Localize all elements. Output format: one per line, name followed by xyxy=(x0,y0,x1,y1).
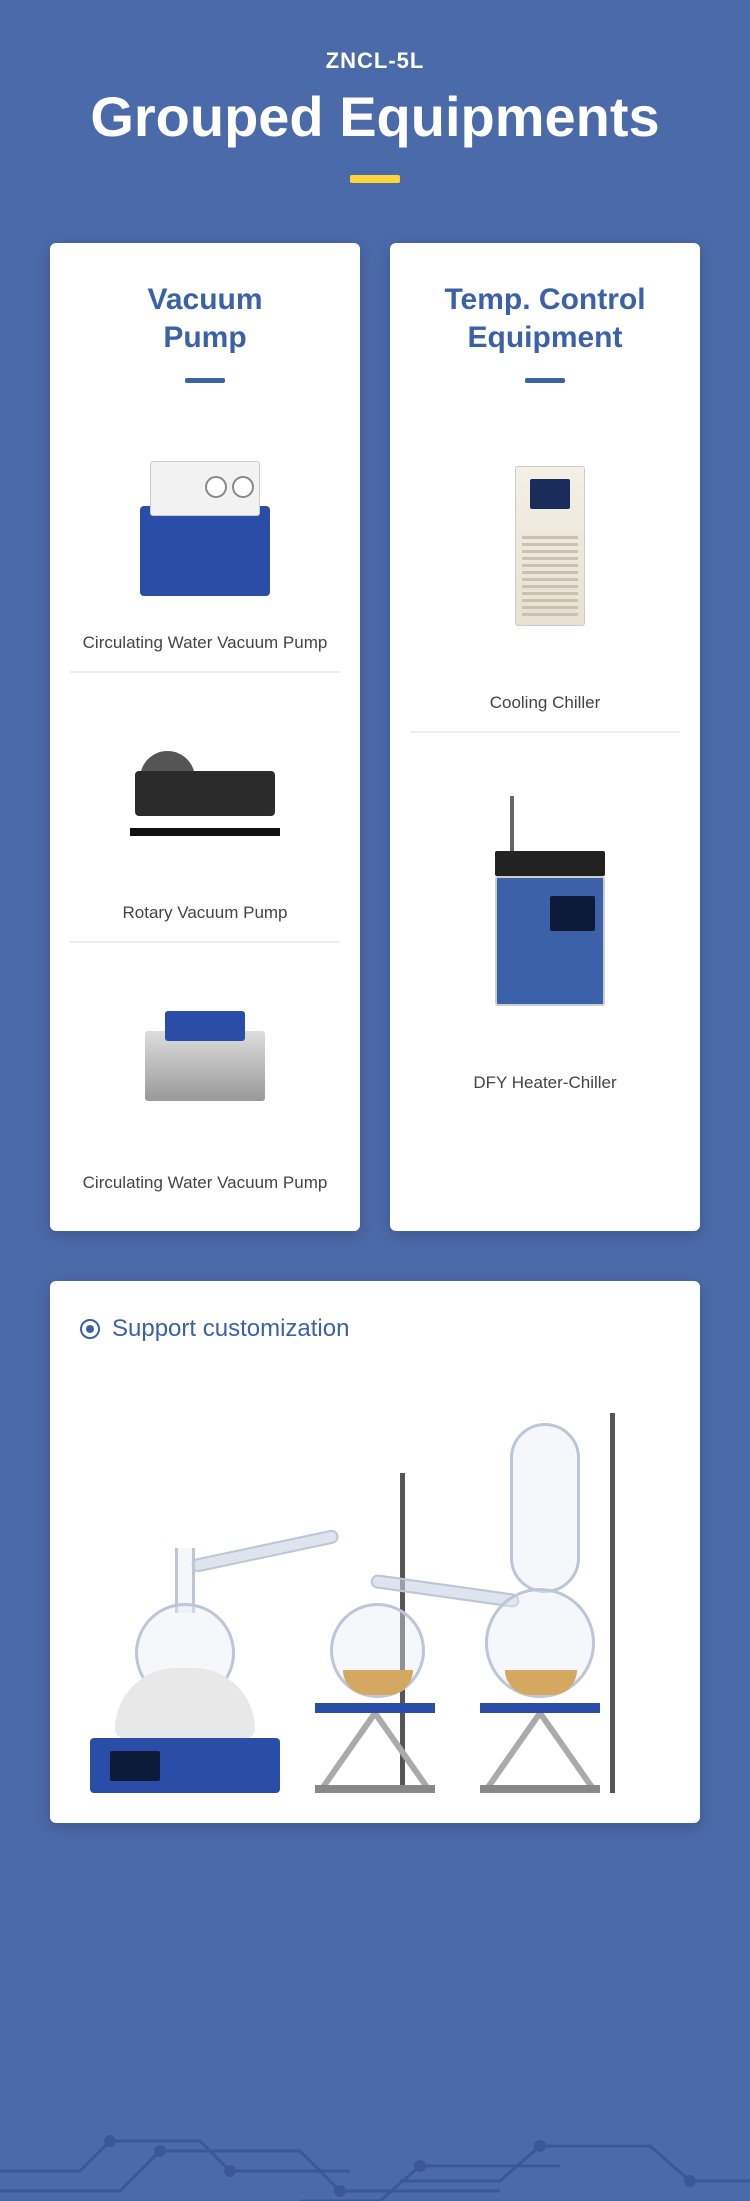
product-image xyxy=(70,701,340,881)
water-vacuum-pump-icon xyxy=(120,446,290,596)
column-title-underline xyxy=(525,378,565,383)
support-customization-row: Support customization xyxy=(80,1315,670,1343)
title-underline xyxy=(350,175,400,183)
column-title-line2: Pump xyxy=(163,321,246,354)
product-label: Rotary Vacuum Pump xyxy=(70,903,340,923)
product-image xyxy=(70,971,340,1151)
product-label: Circulating Water Vacuum Pump xyxy=(70,633,340,653)
diaphragm-pump-icon xyxy=(120,986,290,1136)
circuit-decoration xyxy=(0,2051,750,2201)
bullet-icon xyxy=(80,1319,100,1339)
page-root: ZNCL-5L Grouped Equipments Vacuum Pump C… xyxy=(0,0,750,2201)
customization-card: Support customization xyxy=(50,1281,700,1823)
column-title: Temp. Control Equipment xyxy=(410,281,680,356)
list-item: Cooling Chiller xyxy=(410,403,680,733)
cooling-chiller-icon xyxy=(460,461,630,641)
list-item: Rotary Vacuum Pump xyxy=(70,673,340,943)
product-label: DFY Heater-Chiller xyxy=(410,1073,680,1093)
column-title-line2: Equipment xyxy=(468,321,623,354)
list-item: Circulating Water Vacuum Pump xyxy=(70,943,340,1211)
product-image xyxy=(410,431,680,671)
list-item: Circulating Water Vacuum Pump xyxy=(70,403,340,673)
product-image xyxy=(70,431,340,611)
dfy-heater-chiller-icon xyxy=(455,796,635,1016)
rotary-vacuum-pump-icon xyxy=(120,716,290,866)
product-image xyxy=(410,761,680,1051)
column-vacuum-pump: Vacuum Pump Circulating Water Vacuum Pum… xyxy=(50,243,360,1231)
header: ZNCL-5L Grouped Equipments xyxy=(0,0,750,223)
product-label: Cooling Chiller xyxy=(410,693,680,713)
column-title-line1: Vacuum xyxy=(147,283,262,316)
product-model: ZNCL-5L xyxy=(0,48,750,74)
column-title-line1: Temp. Control xyxy=(444,283,645,316)
list-item: DFY Heater-Chiller xyxy=(410,733,680,1111)
product-label: Circulating Water Vacuum Pump xyxy=(70,1173,340,1193)
column-title-underline xyxy=(185,378,225,383)
support-label: Support customization xyxy=(112,1315,349,1343)
equipment-columns: Vacuum Pump Circulating Water Vacuum Pum… xyxy=(0,243,750,1231)
item-list: Circulating Water Vacuum Pump Rotary Vac… xyxy=(70,403,340,1211)
item-list: Cooling Chiller DFY Heater-Chiller xyxy=(410,403,680,1111)
column-temp-control: Temp. Control Equipment Cooling Chiller xyxy=(390,243,700,1231)
page-title: Grouped Equipments xyxy=(0,84,750,149)
column-title: Vacuum Pump xyxy=(70,281,340,356)
distillation-apparatus-image xyxy=(80,1373,670,1793)
